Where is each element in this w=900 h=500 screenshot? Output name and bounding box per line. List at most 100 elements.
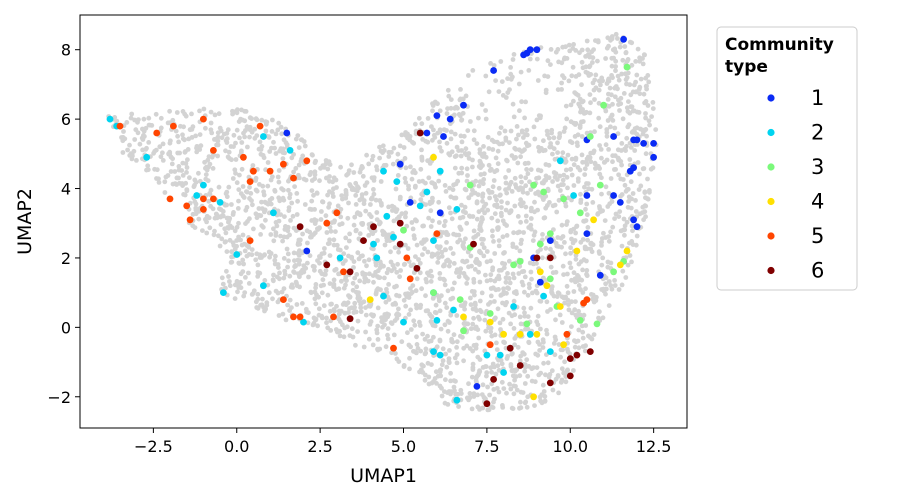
background-point <box>343 235 349 241</box>
background-point <box>244 204 250 210</box>
background-point <box>403 214 408 220</box>
background-point <box>643 115 648 121</box>
background-point <box>385 336 391 342</box>
background-point <box>354 272 360 277</box>
y-tick-label: 2 <box>61 249 71 268</box>
background-point <box>220 281 226 287</box>
background-point <box>392 318 398 323</box>
background-point <box>569 299 574 305</box>
community-4-point <box>430 153 437 161</box>
community-5-point <box>333 209 341 217</box>
background-point <box>236 220 241 226</box>
background-point <box>518 219 523 225</box>
community-2-point <box>496 351 504 359</box>
background-point <box>280 156 286 162</box>
background-point <box>347 294 353 300</box>
background-point <box>502 340 507 346</box>
background-point <box>377 144 382 150</box>
background-point <box>317 225 322 231</box>
background-point <box>622 232 627 238</box>
background-point <box>603 56 608 61</box>
background-point <box>504 190 510 196</box>
background-point <box>598 147 604 152</box>
community-6-point <box>566 372 574 380</box>
x-tick-label: 2.5 <box>307 437 332 456</box>
background-point <box>633 198 638 203</box>
background-point <box>540 382 546 388</box>
background-point <box>565 367 570 373</box>
background-point <box>371 178 377 183</box>
background-point <box>240 193 246 199</box>
background-point <box>184 170 189 175</box>
background-point <box>543 372 548 378</box>
background-point <box>137 141 143 147</box>
background-point <box>484 249 490 254</box>
community-2-point <box>556 157 564 165</box>
background-point <box>494 197 499 203</box>
background-point <box>571 42 576 47</box>
background-point <box>259 255 264 260</box>
background-point <box>351 222 357 228</box>
background-point <box>325 192 330 198</box>
background-point <box>599 155 604 161</box>
background-point <box>456 170 462 176</box>
background-point <box>601 230 606 236</box>
background-point <box>609 112 615 118</box>
background-point <box>353 193 359 198</box>
background-point <box>189 126 195 132</box>
background-point <box>380 324 385 330</box>
background-point <box>218 214 224 220</box>
background-point <box>524 132 530 138</box>
background-point <box>340 261 346 266</box>
y-tick-label: 4 <box>61 180 71 199</box>
background-point <box>146 122 152 128</box>
background-point <box>643 214 648 220</box>
background-point <box>550 387 556 393</box>
background-point <box>227 279 232 284</box>
community-1-point <box>583 192 591 199</box>
background-point <box>234 180 240 186</box>
background-point <box>548 246 553 252</box>
background-point <box>519 99 524 105</box>
background-point <box>203 172 209 178</box>
background-point <box>504 356 510 361</box>
background-point <box>439 249 445 255</box>
background-point <box>332 267 338 273</box>
background-point <box>522 313 528 319</box>
background-point <box>217 125 223 131</box>
background-point <box>561 129 567 134</box>
background-point <box>179 181 185 186</box>
background-point <box>467 391 473 396</box>
background-point <box>162 190 168 195</box>
background-point <box>553 337 559 343</box>
background-point <box>595 39 601 45</box>
background-point <box>324 320 329 326</box>
community-3-point <box>540 188 547 196</box>
community-6-point <box>360 237 367 245</box>
y-axis-title: UMAP2 <box>14 188 36 255</box>
background-point <box>608 283 614 288</box>
background-point <box>331 237 337 243</box>
background-point <box>224 268 229 274</box>
background-point <box>624 144 629 149</box>
background-point <box>401 262 407 267</box>
legend-label: 6 <box>811 259 824 283</box>
background-point <box>510 57 516 62</box>
background-point <box>203 165 208 171</box>
background-point <box>569 310 575 316</box>
background-point <box>505 90 511 95</box>
background-point <box>492 251 498 256</box>
background-point <box>160 150 165 156</box>
background-point <box>413 288 419 294</box>
background-point <box>524 127 530 133</box>
background-point <box>474 199 480 205</box>
background-point <box>291 225 297 231</box>
background-point <box>517 248 523 254</box>
background-point <box>522 274 528 280</box>
community-2-point <box>430 348 437 355</box>
background-point <box>535 339 541 345</box>
background-point <box>524 167 529 172</box>
background-point <box>203 176 209 182</box>
background-point <box>338 206 344 212</box>
background-point <box>212 137 217 142</box>
